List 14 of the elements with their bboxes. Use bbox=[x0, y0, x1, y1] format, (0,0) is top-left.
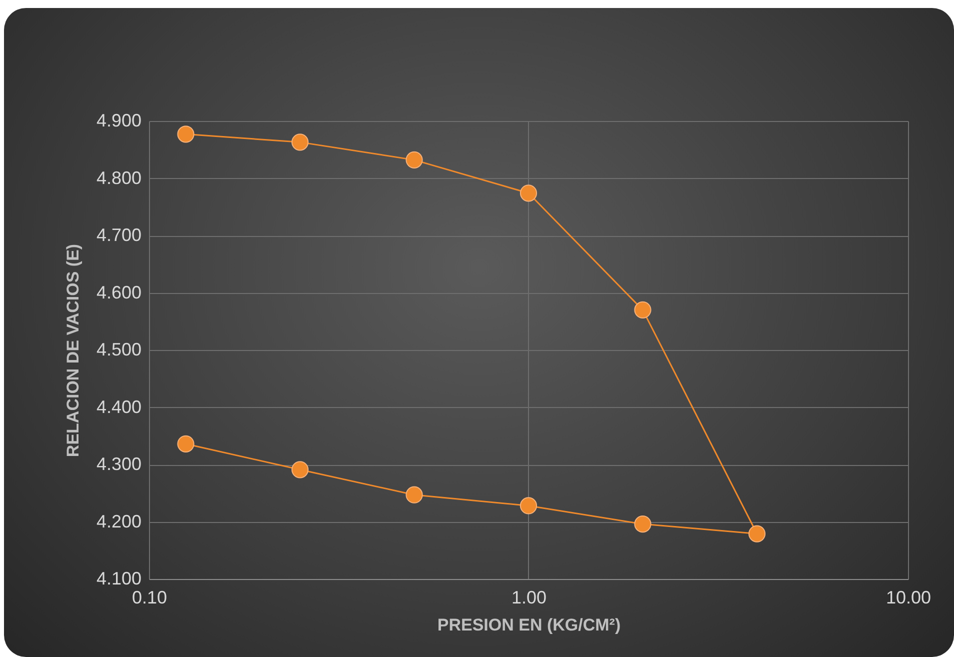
y-tick-label: 4.800 bbox=[96, 168, 142, 188]
y-tick-label: 4.400 bbox=[96, 396, 142, 417]
y-tick-label: 4.900 bbox=[96, 110, 142, 130]
x-axis-title: PRESION EN (KG/CM²) bbox=[437, 616, 621, 634]
x-tick-label: 10.00 bbox=[886, 588, 932, 608]
y-tick-label: 4.200 bbox=[96, 511, 142, 532]
y-tick-label: 4.300 bbox=[96, 454, 142, 474]
y-tick-label: 4.700 bbox=[96, 225, 142, 245]
x-tick-label: 0.10 bbox=[132, 588, 168, 608]
y-tick-label: 4.600 bbox=[96, 282, 142, 302]
x-tick-label: 1.00 bbox=[511, 588, 547, 608]
y-tick-label: 4.500 bbox=[96, 340, 142, 360]
y-tick-label: 4.100 bbox=[96, 568, 142, 588]
y-axis-title: RELACION DE VACIOS (E) bbox=[63, 244, 82, 458]
